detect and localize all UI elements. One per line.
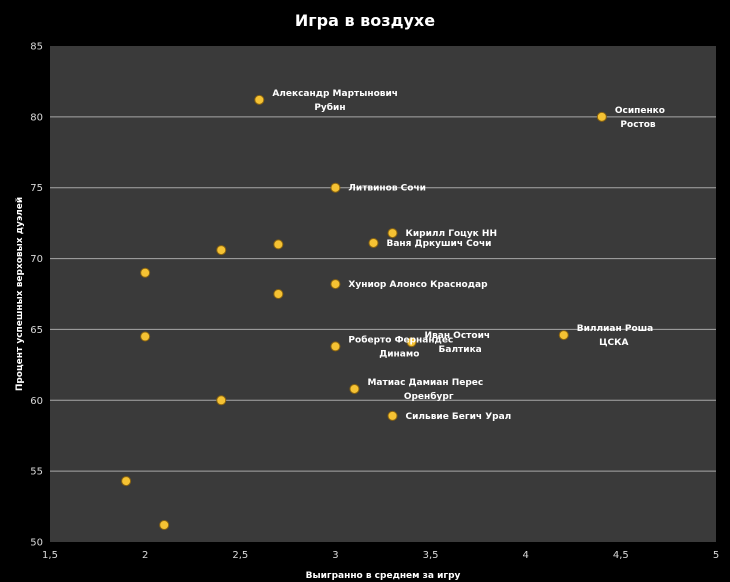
chart-title: Игра в воздухе — [295, 11, 435, 30]
data-point — [254, 94, 265, 105]
data-point — [387, 410, 398, 421]
data-point — [121, 476, 132, 487]
y-tick-label: 70 — [30, 254, 43, 265]
data-point — [330, 279, 341, 290]
data-point — [330, 341, 341, 352]
point-label: Виллиан Роша — [577, 324, 654, 334]
data-points — [121, 94, 607, 530]
point-label: Ростов — [620, 120, 656, 130]
data-point — [349, 383, 360, 394]
point-label: Динамо — [379, 349, 419, 359]
data-point — [140, 267, 151, 278]
data-point — [558, 330, 569, 341]
y-tick-label: 75 — [30, 183, 43, 194]
x-tick-label: 2 — [142, 550, 148, 561]
y-tick-label: 60 — [30, 396, 43, 407]
y-tick-label: 55 — [30, 467, 43, 478]
x-tick-label: 2,5 — [232, 550, 248, 561]
point-label: Роберто Фернандес — [348, 334, 453, 345]
y-tick-label: 65 — [30, 325, 43, 336]
point-label: Сильвие Бегич Урал — [406, 412, 512, 422]
data-point — [273, 239, 284, 250]
x-tick-label: 3 — [332, 550, 338, 561]
x-tick-label: 3,5 — [423, 550, 439, 561]
data-point — [216, 245, 227, 256]
data-point — [273, 289, 284, 299]
y-tick-label: 80 — [30, 112, 43, 123]
y-tick-label: 50 — [30, 538, 43, 549]
point-label: Хуниор Алонсо Краснодар — [348, 280, 488, 290]
point-labels: Александр Мартынович Рубин Осипенко Ростов Л… — [272, 89, 665, 422]
data-point — [216, 395, 227, 406]
data-point — [368, 237, 379, 248]
x-tick-label: 1,5 — [42, 550, 58, 561]
data-point — [159, 519, 170, 530]
point-label: Александр Мартынович — [272, 89, 398, 99]
point-label: Кирилл Гоцук НН — [406, 229, 498, 239]
point-label: Иван Остоич — [425, 331, 491, 341]
x-axis-label: Выигранно в среднем за игру — [306, 571, 461, 581]
data-point — [140, 331, 151, 342]
x-axis-ticks: 1,5 2 2,5 3 3,5 4 4,5 5 — [42, 550, 719, 561]
y-tick-label: 85 — [30, 42, 43, 53]
data-point — [406, 337, 417, 348]
point-label: Осипенко — [615, 106, 665, 116]
point-label: ЦСКА — [599, 338, 628, 348]
y-axis-ticks: 50 55 60 65 70 75 80 85 — [30, 42, 43, 549]
data-point — [596, 111, 607, 122]
data-point — [330, 182, 341, 193]
x-tick-label: 5 — [713, 550, 719, 561]
x-tick-label: 4,5 — [613, 550, 629, 561]
point-label: Литвинов Сочи — [348, 184, 426, 194]
point-label: Балтика — [439, 345, 482, 355]
point-label: Ваня Дркушич Сочи — [386, 239, 491, 249]
point-label: Рубин — [314, 102, 345, 113]
y-axis-label: Процент успешных верховых дуэлей — [15, 197, 25, 391]
plot-area — [50, 46, 716, 542]
grid-lines — [50, 116, 716, 472]
point-label: Оренбург — [404, 391, 454, 402]
x-tick-label: 4 — [523, 550, 529, 561]
point-label: Матиас Дамиан Перес — [367, 378, 483, 388]
data-point — [387, 228, 398, 239]
